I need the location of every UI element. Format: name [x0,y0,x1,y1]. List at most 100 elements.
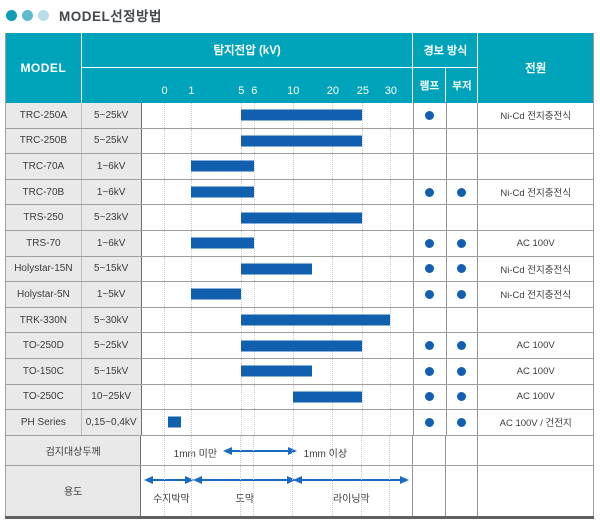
gridline [164,128,166,154]
usage-buzzer-cell [445,465,477,516]
lamp-cell [412,333,446,358]
table-header: MODEL 탐지전압 (kV) 0 1 5 6 10 20 25 30 경보 방식 램프 부저… [6,33,593,103]
gridline [332,282,334,307]
gridline [191,384,193,410]
voltage-scale: 0 1 5 6 10 20 25 30 [142,68,414,102]
range-cell: 10~25kV [80,384,141,410]
lamp-dot-icon [425,264,435,274]
gridline [292,410,294,435]
power-header: 전원 [477,33,593,103]
lamp-cell [412,384,446,410]
range-cell: 5~25kV [80,128,141,154]
gridline [164,154,166,179]
buzzer-dot-icon [457,392,467,402]
scale-tick: 25 [356,85,369,97]
voltage-bar [191,186,254,198]
lamp-dot-icon [425,238,435,248]
buzzer-dot-icon [457,366,467,376]
gridline [361,282,363,307]
lamp-cell [412,205,446,230]
gridline [292,282,294,307]
gridline [361,384,363,410]
gridline [361,333,363,358]
voltage-bar [191,237,254,249]
power-cell: AC 100V [477,333,593,358]
power-cell: Ni-Cd 전지충전식 [477,103,593,128]
range-cell: 1~6kV [80,154,141,179]
model-cell: TO-250C [6,384,81,410]
buzzer-cell [445,230,478,256]
gridline [164,465,166,516]
gridline [191,307,193,333]
lamp-cell [412,410,446,435]
power-cell [477,154,593,179]
gridline [361,230,363,256]
bars-cell [140,128,413,154]
thickness-right-text: 1mm 이상 [303,448,348,460]
bars-cell [140,333,413,358]
buzzer-cell [445,179,478,205]
bars-cell [140,384,413,410]
buzzer-cell [445,128,478,154]
gridline [332,256,334,282]
gridline [389,307,391,333]
buzzer-cell [445,333,478,358]
thickness-power-cell [477,435,593,465]
scale-tick: 0 [161,85,168,97]
buzzer-cell [445,410,478,435]
title-dot-icon [22,9,33,21]
model-cell: TO-150C [6,358,81,384]
thickness-lamp-cell [412,435,445,465]
lamp-dot-icon [425,110,435,120]
gridline [389,230,391,256]
gridline [191,103,193,128]
voltage-bar [240,135,362,147]
voltage-bar [292,391,362,403]
voltage-bar [191,288,241,300]
power-cell: AC 100V / 건전지 [477,410,593,435]
usage-arrow [293,475,410,484]
gridline [389,358,391,384]
usage-row: 용도 수지박막 도막 라이닝막 [6,465,593,516]
model-cell: TRC-250A [6,103,81,128]
bars-cell [140,256,413,282]
scale-tick: 20 [326,85,340,97]
usage-power-cell [477,465,593,516]
lamp-cell [412,256,446,282]
range-cell: 5~25kV [80,103,141,128]
voltage-bar [191,160,254,172]
buzzer-cell [445,307,478,333]
buzzer-cell [445,358,478,384]
page-title: MODEL선정방법 [59,9,162,24]
lamp-dot-icon [425,392,435,402]
gridline [164,256,166,282]
table-row: TRC-70B 1~6kV Ni-Cd 전지충전식 [6,179,593,206]
gridline [389,128,391,154]
table-row: TRC-250A 5~25kV Ni-Cd 전지충전식 [6,103,593,129]
gridline [332,230,334,256]
power-cell: AC 100V [477,384,593,410]
alarm-header: 경보 방식 램프 부저 [412,33,478,103]
voltage-bar [240,340,362,352]
usage-item-label: 수지박막 [152,493,190,505]
buzzer-cell [445,384,478,410]
table-row: TRS-250 5~23kV [6,205,593,231]
lamp-cell [412,179,446,205]
gridline [164,384,166,410]
usage-rest [412,465,593,516]
range-cell: 5~30kV [80,307,141,333]
range-cell: 5~25kV [80,333,141,358]
range-cell: 5~15kV [80,358,141,384]
gridline [389,154,391,179]
gridline [191,205,193,230]
range-cell: 1~5kV [80,282,141,307]
gridline [389,333,391,358]
usage-item-label: 도막 [235,493,255,505]
scale-tick: 6 [251,85,258,97]
voltage-scale-area: 0 1 5 6 10 20 25 30 [82,68,413,102]
scale-tick: 30 [384,85,397,97]
scale-tick: 5 [238,85,245,97]
gridline [164,179,166,205]
table-row: TRC-70A 1~6kV [6,154,593,180]
lamp-cell [412,128,446,154]
